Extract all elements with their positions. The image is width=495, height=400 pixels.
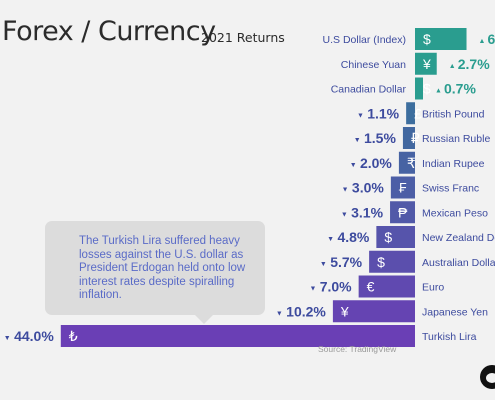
value-label-10: 7.0%	[320, 279, 352, 295]
source-note: Source: TradingView	[318, 344, 397, 354]
bar-3	[406, 102, 415, 125]
chart-title: Forex / Currency	[2, 16, 216, 47]
arrow-up-icon: ▲	[479, 38, 486, 45]
category-label-5: Indian Rupee	[422, 158, 485, 170]
value-label-6: 3.0%	[352, 180, 384, 196]
bar-9	[369, 250, 415, 273]
bar-2	[415, 77, 423, 100]
value-label-9: 5.7%	[330, 254, 362, 270]
value-label-1: 2.7%	[458, 56, 490, 72]
bar-6	[390, 176, 415, 199]
annotation-text: The Turkish Lira suffered heavy losses a…	[79, 235, 246, 301]
value-label-2: 0.7%	[444, 81, 476, 97]
arrow-up-icon: ▲	[435, 88, 442, 95]
category-label-1: Chinese Yuan	[341, 59, 406, 71]
bar-7	[390, 201, 415, 224]
currency-symbol-8: $	[384, 229, 392, 245]
arrow-down-icon: ▼	[276, 310, 283, 317]
arrow-down-icon: ▼	[309, 286, 316, 293]
category-label-3: British Pound	[422, 108, 485, 120]
arrow-down-icon: ▼	[327, 236, 334, 243]
publisher-logo-icon	[480, 365, 495, 389]
bar-11	[332, 300, 415, 323]
category-label-12: Turkish Lira	[422, 331, 477, 343]
value-label-8: 4.8%	[337, 229, 369, 245]
category-label-6: Swiss Franc	[422, 183, 479, 195]
arrow-up-icon: ▲	[449, 63, 456, 70]
currency-symbol-7: ₱	[398, 204, 408, 220]
currency-symbol-3: £	[414, 105, 422, 121]
value-label-11: 10.2%	[286, 303, 326, 319]
arrow-down-icon: ▼	[341, 211, 348, 218]
value-label-12: 44.0%	[14, 328, 54, 344]
bar-10	[358, 275, 415, 298]
arrow-down-icon: ▼	[354, 137, 361, 144]
arrow-down-icon: ▼	[350, 162, 357, 169]
bar-12	[60, 325, 416, 347]
currency-symbol-11: ¥	[340, 303, 349, 319]
bar-4	[402, 127, 415, 149]
category-label-11: Japanese Yen	[422, 306, 488, 318]
category-label-9: Australian Dollar	[422, 257, 495, 269]
currency-symbol-6: ₣	[399, 180, 407, 196]
category-label-2: Canadian Dollar	[331, 84, 407, 96]
bar-0	[415, 28, 467, 50]
category-label-8: New Zealand Dollar	[422, 232, 495, 244]
value-label-0: 6.4%	[488, 31, 495, 47]
currency-symbol-10: €	[367, 279, 375, 295]
bar-5	[398, 151, 415, 174]
currency-symbol-9: $	[377, 254, 385, 270]
bar-8	[376, 226, 415, 248]
currency-symbol-5: ₹	[407, 155, 416, 171]
arrow-down-icon: ▼	[320, 261, 327, 268]
category-label-4: Russian Ruble	[422, 133, 490, 145]
currency-symbol-12: ₺	[69, 328, 78, 344]
value-label-5: 2.0%	[360, 155, 392, 171]
arrow-down-icon: ▼	[342, 187, 349, 194]
chart-subtitle: 2021 Returns	[201, 30, 285, 45]
currency-symbol-1: ¥	[422, 56, 431, 72]
category-label-10: Euro	[422, 282, 444, 294]
category-label-7: Mexican Peso	[422, 207, 488, 219]
value-label-4: 1.5%	[364, 130, 396, 146]
currency-symbol-4: ₽	[411, 130, 420, 146]
arrow-down-icon: ▼	[357, 112, 364, 119]
annotation-callout: The Turkish Lira suffered heavy losses a…	[45, 221, 265, 324]
category-label-0: U.S Dollar (Index)	[323, 34, 406, 46]
currency-symbol-0: $	[423, 31, 431, 47]
value-label-7: 3.1%	[351, 204, 383, 220]
value-label-3: 1.1%	[367, 105, 399, 121]
currency-symbol-2: $	[423, 81, 431, 97]
bar-1	[415, 52, 437, 75]
arrow-down-icon: ▼	[4, 335, 11, 342]
